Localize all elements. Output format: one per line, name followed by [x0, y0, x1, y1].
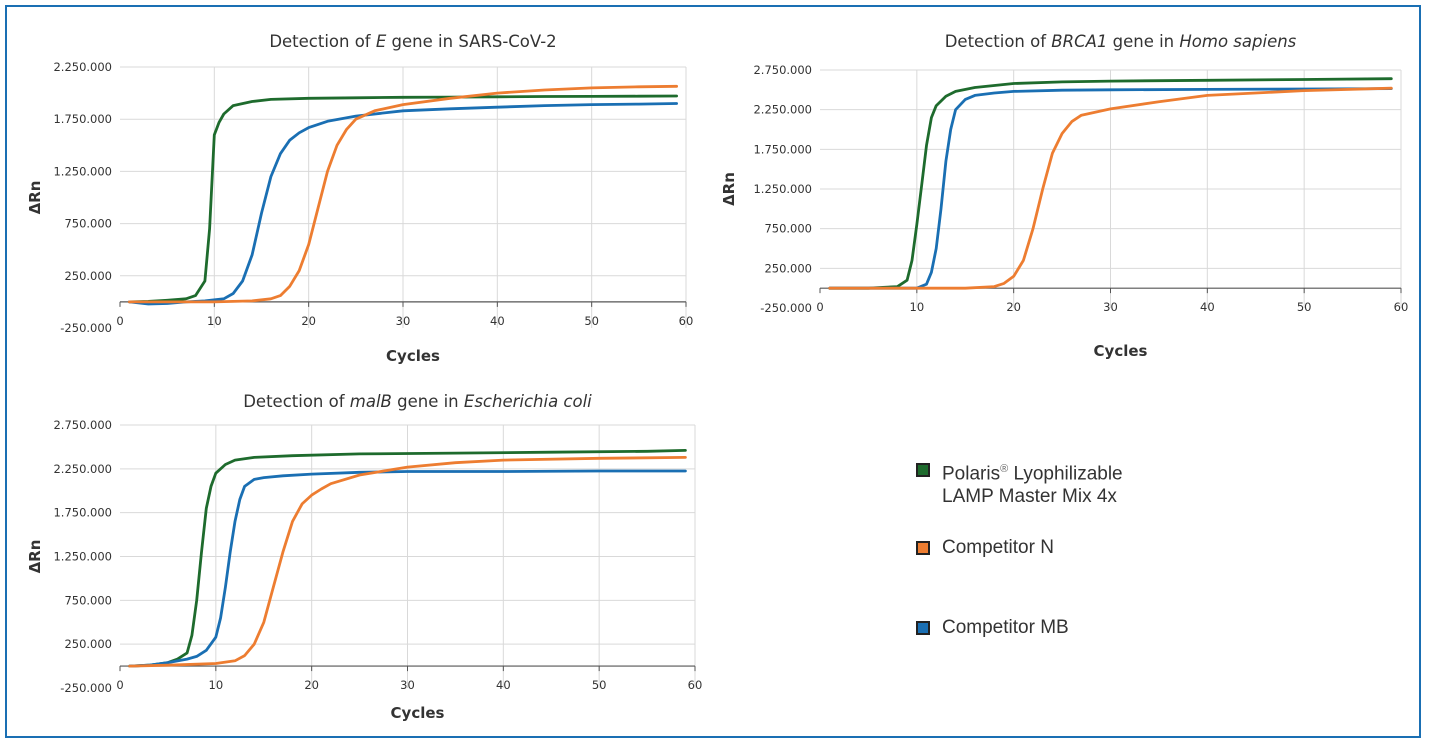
y-tick-label: 2.250.000 — [53, 60, 112, 74]
x-axis-label: Cycles — [1094, 342, 1148, 360]
chart-e-gene-sars-cov-2: Detection of E gene in SARS-CoV-2 -250.00… — [26, 32, 694, 365]
series-line-polaris — [128, 449, 687, 668]
y-tick-label: 250.000 — [764, 261, 812, 275]
x-tick-label: 40 — [490, 314, 505, 328]
x-tick-label: 60 — [1394, 300, 1409, 314]
series-line-competitor-n — [828, 86, 1393, 290]
y-tick-label: -250.000 — [60, 321, 112, 335]
legend: Polaris® Lyophilizable LAMP Master Mix 4… — [916, 458, 1216, 639]
series-line-polaris — [128, 94, 678, 304]
y-tick-label: 2.750.000 — [53, 418, 112, 432]
y-tick-label: 2.250.000 — [753, 103, 812, 117]
x-tick-label: 30 — [1103, 300, 1118, 314]
y-axis-label: ΔRn — [720, 172, 738, 206]
x-tick-label: 10 — [910, 300, 925, 314]
y-tick-label: 1.250.000 — [53, 550, 112, 564]
chart-brca1-homo-sapiens: Detection of BRCA1 gene in Homo sapiens -… — [720, 32, 1409, 360]
chart-malb-escherichia-coli: Detection of malB gene in Escherichia co… — [26, 392, 703, 722]
legend-item-polaris: Polaris® Lyophilizable LAMP Master Mix 4… — [916, 458, 1216, 508]
y-tick-label: 2.750.000 — [753, 63, 812, 77]
legend-label-polaris: Polaris® Lyophilizable LAMP Master Mix 4… — [942, 463, 1123, 508]
legend-label-competitor-n: Competitor N — [942, 537, 1054, 559]
y-tick-label: 250.000 — [64, 269, 112, 283]
y-axis-label: ΔRn — [26, 181, 44, 215]
y-tick-label: -250.000 — [760, 301, 812, 315]
y-tick-label: 750.000 — [64, 217, 112, 231]
x-tick-label: 40 — [496, 678, 511, 692]
y-tick-label: 1.750.000 — [53, 506, 112, 520]
x-tick-label: 0 — [116, 678, 123, 692]
x-tick-label: 50 — [584, 314, 599, 328]
y-tick-label: 1.750.000 — [753, 142, 812, 156]
x-tick-label: 60 — [688, 678, 703, 692]
x-tick-label: 0 — [816, 300, 823, 314]
y-tick-label: -250.000 — [60, 681, 112, 695]
chart-title: Detection of BRCA1 gene in Homo sapiens — [945, 32, 1297, 51]
x-tick-label: 60 — [679, 314, 694, 328]
x-axis-label: Cycles — [386, 347, 440, 365]
y-tick-label: 250.000 — [64, 637, 112, 651]
y-tick-label: 1.750.000 — [53, 112, 112, 126]
x-tick-label: 20 — [304, 678, 319, 692]
legend-item-competitor-n: Competitor N — [916, 536, 1216, 559]
legend-swatch-competitor-mb — [916, 621, 930, 636]
legend-swatch-polaris — [916, 463, 930, 477]
series-line-competitor-n — [128, 84, 678, 304]
x-tick-label: 10 — [207, 314, 222, 328]
series-line-competitor-mb — [828, 87, 1393, 290]
x-axis-label: Cycles — [391, 704, 445, 722]
y-tick-label: 1.250.000 — [53, 164, 112, 178]
legend-label-competitor-mb: Competitor MB — [942, 617, 1069, 639]
y-tick-label: 750.000 — [64, 593, 112, 607]
y-tick-label: 750.000 — [764, 222, 812, 236]
figure-frame — [5, 5, 1421, 738]
x-tick-label: 30 — [400, 678, 415, 692]
series-line-polaris — [828, 77, 1393, 290]
chart-title: Detection of E gene in SARS-CoV-2 — [269, 32, 556, 51]
x-tick-label: 30 — [396, 314, 411, 328]
x-tick-label: 40 — [1200, 300, 1215, 314]
y-tick-label: 1.250.000 — [753, 182, 812, 196]
x-tick-label: 50 — [592, 678, 607, 692]
y-tick-label: 2.250.000 — [53, 462, 112, 476]
x-tick-label: 50 — [1297, 300, 1312, 314]
x-tick-label: 10 — [209, 678, 224, 692]
legend-swatch-competitor-n — [916, 541, 930, 556]
x-tick-label: 20 — [301, 314, 316, 328]
x-tick-label: 0 — [116, 314, 123, 328]
legend-item-competitor-mb: Competitor MB — [916, 616, 1216, 639]
series-line-competitor-n — [128, 456, 687, 668]
y-axis-label: ΔRn — [26, 540, 44, 574]
chart-title: Detection of malB gene in Escherichia co… — [243, 392, 592, 411]
x-tick-label: 20 — [1006, 300, 1021, 314]
